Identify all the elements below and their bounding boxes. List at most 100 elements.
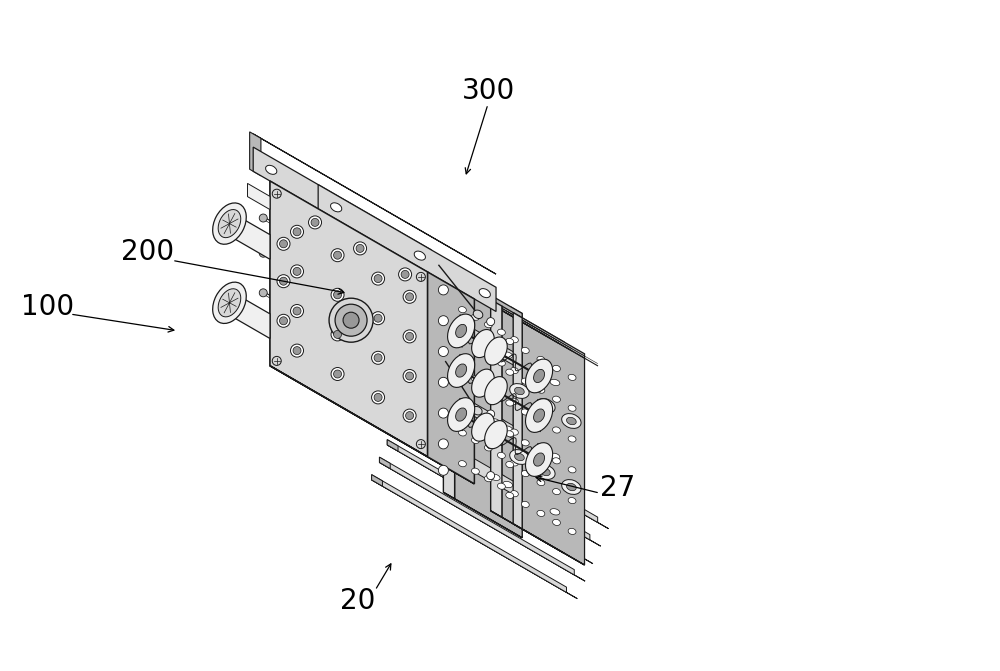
Ellipse shape (458, 460, 466, 467)
Ellipse shape (311, 218, 319, 226)
Ellipse shape (487, 472, 495, 480)
Polygon shape (441, 310, 504, 360)
Polygon shape (372, 474, 566, 592)
Ellipse shape (458, 430, 466, 436)
Ellipse shape (506, 369, 514, 375)
Ellipse shape (374, 274, 382, 282)
Polygon shape (387, 445, 593, 564)
Polygon shape (501, 474, 564, 523)
Ellipse shape (484, 352, 492, 358)
Polygon shape (511, 307, 522, 537)
Ellipse shape (541, 468, 550, 476)
Ellipse shape (448, 314, 475, 348)
Ellipse shape (537, 511, 545, 517)
Polygon shape (379, 457, 574, 575)
Polygon shape (483, 416, 496, 446)
Ellipse shape (291, 265, 304, 278)
Polygon shape (460, 315, 462, 347)
Ellipse shape (484, 321, 492, 327)
Ellipse shape (567, 417, 576, 425)
Ellipse shape (484, 383, 492, 389)
Text: 20: 20 (340, 586, 376, 615)
Ellipse shape (526, 399, 553, 432)
Ellipse shape (416, 272, 425, 281)
Ellipse shape (497, 452, 505, 458)
Ellipse shape (218, 289, 241, 317)
Polygon shape (491, 299, 502, 517)
Ellipse shape (521, 501, 529, 507)
Ellipse shape (497, 483, 505, 489)
Ellipse shape (458, 399, 466, 405)
Ellipse shape (406, 372, 414, 380)
Ellipse shape (553, 365, 560, 372)
Ellipse shape (503, 481, 513, 488)
Ellipse shape (537, 418, 545, 424)
Ellipse shape (443, 317, 453, 324)
Text: 100: 100 (21, 293, 75, 321)
Polygon shape (395, 427, 601, 546)
Polygon shape (538, 444, 540, 476)
Polygon shape (538, 399, 540, 431)
Ellipse shape (443, 447, 453, 453)
Ellipse shape (456, 364, 467, 377)
Ellipse shape (343, 312, 359, 328)
Ellipse shape (471, 314, 479, 320)
Polygon shape (387, 440, 582, 558)
Ellipse shape (562, 413, 581, 428)
Ellipse shape (266, 165, 277, 174)
Ellipse shape (510, 398, 518, 405)
Ellipse shape (372, 352, 385, 364)
Ellipse shape (497, 391, 505, 397)
Ellipse shape (536, 464, 555, 479)
Ellipse shape (280, 240, 288, 248)
Ellipse shape (521, 378, 529, 384)
Ellipse shape (259, 289, 267, 297)
Polygon shape (403, 405, 414, 416)
Ellipse shape (506, 338, 514, 344)
Ellipse shape (456, 408, 467, 421)
Ellipse shape (537, 480, 545, 486)
Ellipse shape (438, 377, 448, 387)
Ellipse shape (471, 376, 479, 382)
Ellipse shape (291, 305, 304, 317)
Ellipse shape (490, 474, 500, 480)
Ellipse shape (521, 409, 529, 415)
Polygon shape (441, 384, 504, 433)
Polygon shape (501, 419, 564, 468)
Ellipse shape (374, 354, 382, 362)
Ellipse shape (506, 400, 514, 406)
Polygon shape (395, 422, 406, 433)
Polygon shape (403, 410, 608, 529)
Ellipse shape (372, 391, 385, 404)
Ellipse shape (471, 437, 479, 444)
Polygon shape (379, 457, 390, 468)
Ellipse shape (521, 470, 529, 476)
Ellipse shape (471, 468, 479, 474)
Ellipse shape (526, 359, 553, 393)
Ellipse shape (471, 407, 479, 413)
Ellipse shape (537, 356, 545, 362)
Ellipse shape (406, 332, 414, 340)
Ellipse shape (568, 436, 576, 442)
Ellipse shape (406, 411, 414, 419)
Ellipse shape (568, 405, 576, 411)
Ellipse shape (259, 214, 267, 222)
Ellipse shape (218, 209, 241, 238)
Polygon shape (455, 274, 522, 537)
Ellipse shape (510, 460, 518, 466)
Ellipse shape (403, 370, 416, 382)
Ellipse shape (497, 329, 505, 336)
Ellipse shape (553, 396, 560, 403)
Ellipse shape (416, 440, 425, 449)
Ellipse shape (403, 291, 416, 303)
Ellipse shape (479, 289, 490, 298)
Polygon shape (253, 134, 496, 274)
Ellipse shape (374, 314, 382, 322)
Polygon shape (270, 181, 474, 299)
Polygon shape (483, 372, 496, 402)
Ellipse shape (272, 189, 281, 198)
Ellipse shape (329, 298, 373, 342)
Ellipse shape (335, 304, 367, 336)
Ellipse shape (291, 225, 304, 238)
Ellipse shape (331, 203, 342, 212)
